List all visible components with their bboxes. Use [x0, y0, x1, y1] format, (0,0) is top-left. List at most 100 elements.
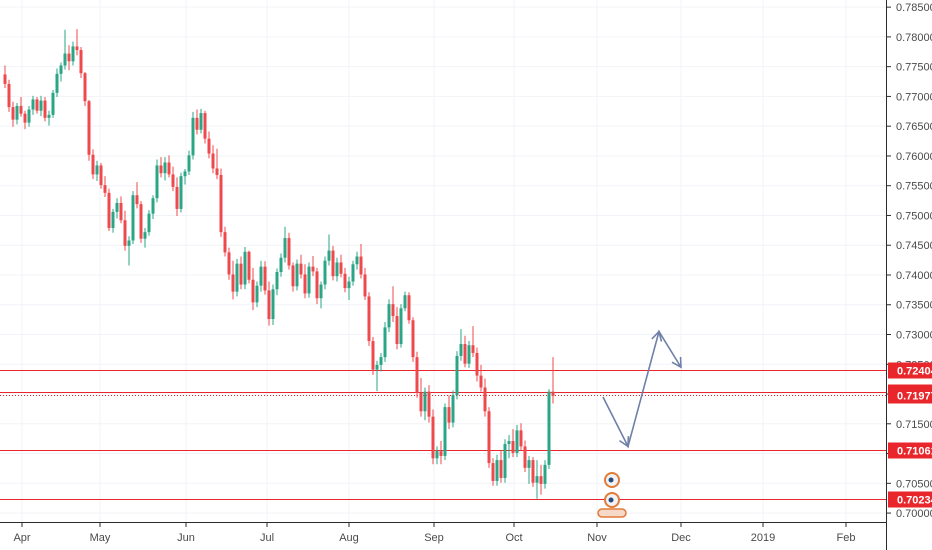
candle-body	[459, 344, 463, 356]
candle-body	[195, 117, 199, 130]
candle-body	[363, 274, 367, 297]
candle-body	[31, 99, 35, 110]
candle-body	[551, 391, 555, 396]
candle-body	[507, 441, 511, 445]
candle-body	[247, 251, 251, 280]
price-tag-label: 0.72404	[897, 366, 932, 378]
candle-body	[347, 281, 351, 289]
candle-body	[123, 220, 127, 246]
price-tick-label: 0.70500	[896, 478, 932, 490]
event-flag-icon[interactable]	[604, 472, 620, 488]
candle-body	[183, 171, 187, 177]
candle-body	[79, 49, 83, 74]
candle-body	[55, 73, 59, 93]
projection-arrow[interactable]	[602, 329, 682, 449]
event-icons[interactable]	[597, 472, 627, 518]
price-tick-label: 0.75000	[896, 210, 932, 222]
candle-body	[235, 263, 239, 292]
candle-body	[95, 165, 99, 175]
candle-body	[51, 92, 55, 115]
candle-body	[267, 290, 271, 320]
candle-body	[471, 345, 475, 353]
candle-body	[519, 430, 523, 447]
candle-body	[243, 251, 247, 285]
candle-body	[239, 263, 243, 285]
price-tick-label: 0.73500	[896, 300, 932, 312]
candle-body	[499, 460, 503, 478]
candle-body	[307, 266, 311, 294]
candle-body	[11, 107, 15, 120]
candle-body	[119, 202, 123, 221]
projection-path[interactable]	[602, 329, 682, 449]
arrow-head-end	[671, 356, 682, 369]
candle-body	[547, 391, 551, 465]
candle-body	[407, 295, 411, 321]
event-flag-icon[interactable]	[604, 492, 620, 508]
time-tick-label: May	[90, 532, 111, 544]
candle-body	[527, 460, 531, 468]
candle-body	[211, 153, 215, 169]
price-tick-label: 0.74500	[896, 240, 932, 252]
candle-body	[191, 117, 195, 156]
horizontal-levels[interactable]	[0, 370, 886, 500]
candle-body	[319, 284, 323, 299]
candle-body	[291, 265, 295, 287]
candle-body	[91, 154, 95, 175]
candle-body	[371, 341, 375, 370]
candle-body	[423, 391, 427, 412]
candle-body	[127, 240, 131, 246]
candle-body	[539, 476, 543, 484]
candle-body	[543, 464, 547, 484]
time-axis[interactable]: Apr May Jun Jul Aug Sep Oct Nov Dec 2019 Feb	[13, 523, 855, 544]
candle-body	[111, 211, 115, 228]
candle-body	[19, 105, 23, 114]
candle-body	[155, 165, 159, 199]
event-flag-icon[interactable]	[597, 508, 627, 518]
price-tag	[888, 442, 932, 459]
candle-body	[523, 446, 527, 468]
candle-body	[163, 162, 167, 174]
candle-body	[167, 162, 171, 175]
candle-body	[419, 392, 423, 412]
candle-body	[331, 250, 335, 277]
candle-body	[251, 279, 255, 303]
candle-body	[439, 451, 443, 456]
time-tick-label: Aug	[339, 532, 359, 544]
time-tick-label: Sep	[424, 532, 444, 544]
price-tag	[888, 362, 932, 379]
candle-body	[83, 73, 87, 102]
candle-body	[511, 441, 515, 453]
candle-body	[131, 195, 135, 241]
candle-body	[355, 256, 359, 265]
time-tick-label: Jul	[260, 532, 274, 544]
candle-body	[431, 416, 435, 459]
candle-body	[391, 304, 395, 317]
candle-body	[3, 74, 7, 84]
candle-body	[299, 263, 303, 275]
price-tags: 0.724040.720420.719770.710610.70234	[888, 362, 932, 508]
candle-body	[159, 165, 163, 174]
candle-body	[23, 113, 27, 123]
candle-body	[479, 375, 483, 388]
price-tag	[888, 491, 932, 508]
price-tick-label: 0.76500	[896, 121, 932, 133]
candle-body	[15, 105, 19, 120]
candle-body	[223, 232, 227, 253]
candle-body	[87, 101, 91, 155]
price-tick-label: 0.75500	[896, 181, 932, 193]
candle-body	[47, 114, 51, 118]
candle-body	[311, 266, 315, 272]
candle-body	[231, 274, 235, 292]
candle-body	[327, 250, 331, 261]
candle-body	[35, 99, 39, 111]
candle-body	[227, 252, 231, 275]
candle-body	[351, 264, 355, 282]
candle-body	[443, 407, 447, 456]
candle-body	[115, 202, 119, 212]
candle-body	[415, 357, 419, 393]
candle-body	[75, 46, 79, 50]
candle-body	[275, 272, 279, 290]
candle-body	[315, 271, 319, 299]
price-tag	[888, 387, 932, 404]
